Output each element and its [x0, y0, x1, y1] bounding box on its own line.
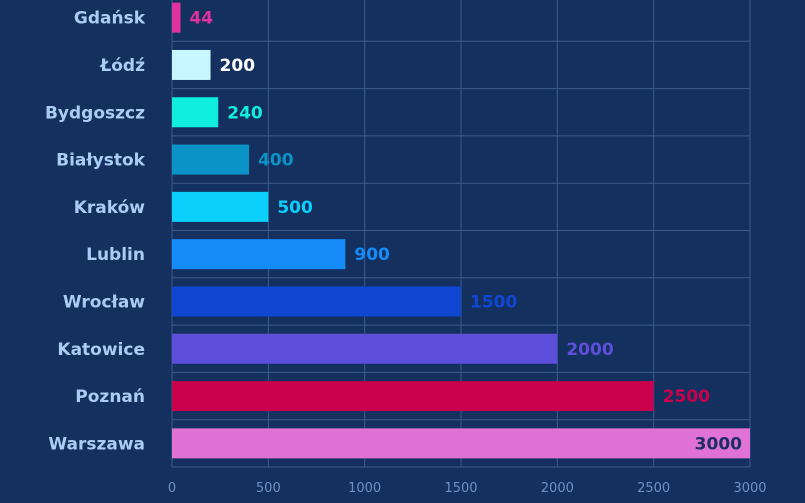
category-label: Warszawa	[48, 434, 145, 454]
x-axis-ticks: 0 500 1000 1500 2000 2500 3000	[168, 481, 767, 496]
category-label: Katowice	[57, 340, 145, 360]
value-labels: 44 200 240 400 500 900 1500 2000 2500 3000	[189, 9, 742, 455]
bar	[172, 144, 250, 175]
value-label: 900	[354, 245, 390, 265]
bar	[172, 428, 750, 459]
category-label: Kraków	[74, 198, 146, 218]
bar	[172, 381, 654, 412]
category-label: Gdańsk	[74, 9, 146, 29]
value-label: 44	[189, 9, 213, 29]
value-label: 500	[277, 198, 313, 218]
category-labels: Gdańsk Łódź Bydgoszcz Białystok Kraków Lublin…	[45, 9, 146, 455]
value-label: 2500	[663, 387, 710, 407]
bar	[172, 49, 211, 80]
x-tick-label: 0	[168, 481, 176, 496]
x-tick-label: 3000	[733, 481, 766, 496]
value-label: 2000	[566, 340, 613, 360]
value-label: 1500	[470, 292, 517, 312]
value-label: 3000	[695, 434, 742, 454]
value-label: 240	[227, 103, 263, 123]
value-label: 400	[258, 151, 294, 171]
category-label: Wrocław	[63, 292, 145, 312]
category-label: Lublin	[86, 245, 145, 265]
bars-group	[172, 2, 750, 459]
x-tick-label: 1000	[348, 481, 381, 496]
bar	[172, 333, 558, 364]
x-tick-label: 2500	[637, 481, 670, 496]
bar	[172, 286, 461, 317]
x-tick-label: 1500	[444, 481, 477, 496]
x-tick-label: 500	[256, 481, 281, 496]
category-label: Łódź	[99, 56, 145, 76]
category-label: Bydgoszcz	[45, 103, 145, 123]
bar	[172, 97, 219, 128]
category-label: Poznań	[75, 387, 145, 407]
x-tick-label: 2000	[541, 481, 574, 496]
bar	[172, 2, 181, 33]
bar	[172, 239, 346, 270]
value-label: 200	[220, 56, 256, 76]
category-label: Białystok	[56, 151, 146, 171]
bar	[172, 191, 269, 222]
